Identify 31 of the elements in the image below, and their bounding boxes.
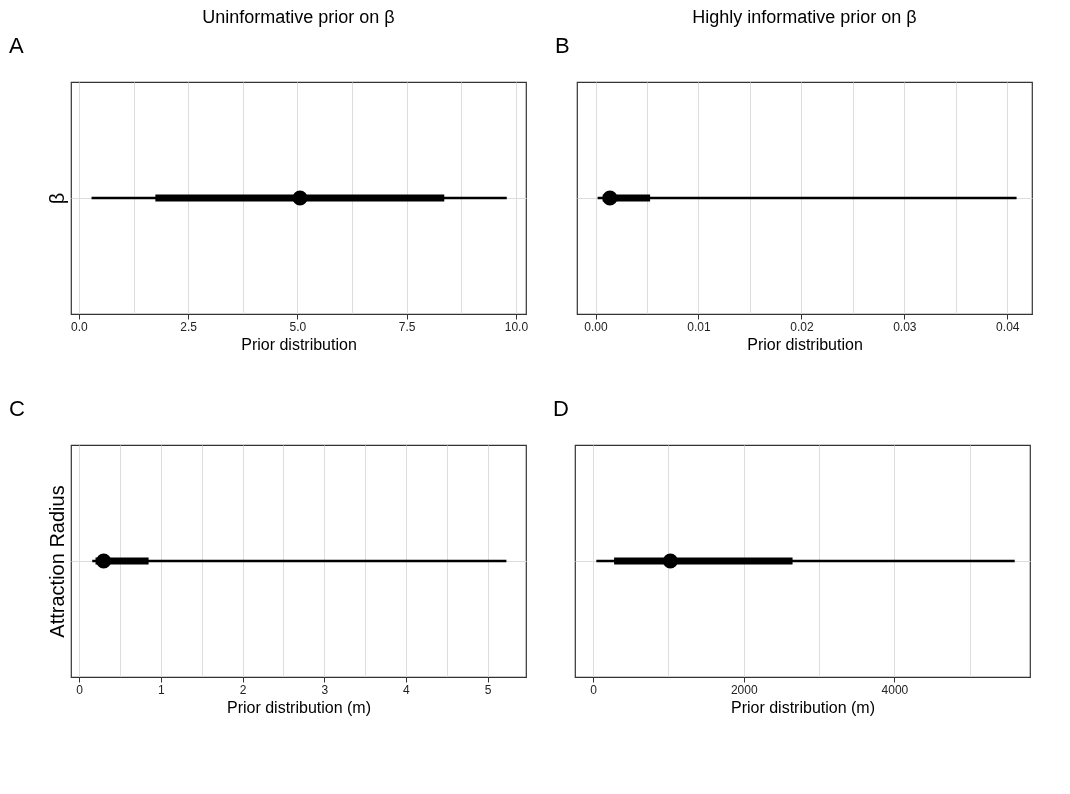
chart-title: Highly informative prior on β bbox=[692, 7, 917, 27]
x-tick-label: 1 bbox=[158, 682, 166, 697]
text: A bbox=[9, 33, 24, 58]
x-tick-label: 0.02 bbox=[790, 319, 814, 334]
chart-title: Uninformative prior on β bbox=[202, 7, 395, 27]
x-tick-label: 0 bbox=[590, 682, 598, 697]
x-tick-label: 0.0 bbox=[71, 319, 89, 334]
x-tick-label: 7.5 bbox=[398, 319, 416, 334]
text: B bbox=[555, 33, 570, 58]
x-tick-label: 0.01 bbox=[687, 319, 711, 334]
x-axis-title: Prior distribution bbox=[747, 335, 863, 353]
x-tick-label: 0.03 bbox=[893, 319, 917, 334]
x-tick-label: 5.0 bbox=[289, 319, 307, 334]
x-tick-label: 2000 bbox=[730, 682, 758, 697]
x-tick-label: 4 bbox=[403, 682, 411, 697]
y-axis-title: β bbox=[45, 192, 68, 205]
x-tick-label: 2.5 bbox=[180, 319, 198, 334]
x-axis-title: Prior distribution bbox=[241, 335, 357, 353]
x-tick-label: 4000 bbox=[881, 682, 909, 697]
x-axis-title: Prior distribution (m) bbox=[226, 698, 372, 716]
x-tick-label: 3 bbox=[321, 682, 329, 697]
x-tick-label: 0.00 bbox=[584, 319, 609, 334]
x-tick-label: 5 bbox=[484, 682, 492, 697]
text: D bbox=[553, 396, 569, 421]
x-tick-label: 0 bbox=[76, 682, 84, 697]
x-axis-title: Prior distribution (m) bbox=[730, 698, 876, 716]
x-tick-label: 0.04 bbox=[996, 319, 1020, 334]
x-tick-label: 2 bbox=[239, 682, 247, 697]
text: C bbox=[9, 396, 25, 421]
y-axis-title: Attraction Radius bbox=[45, 485, 68, 638]
x-tick-label: 10.0 bbox=[504, 319, 529, 334]
